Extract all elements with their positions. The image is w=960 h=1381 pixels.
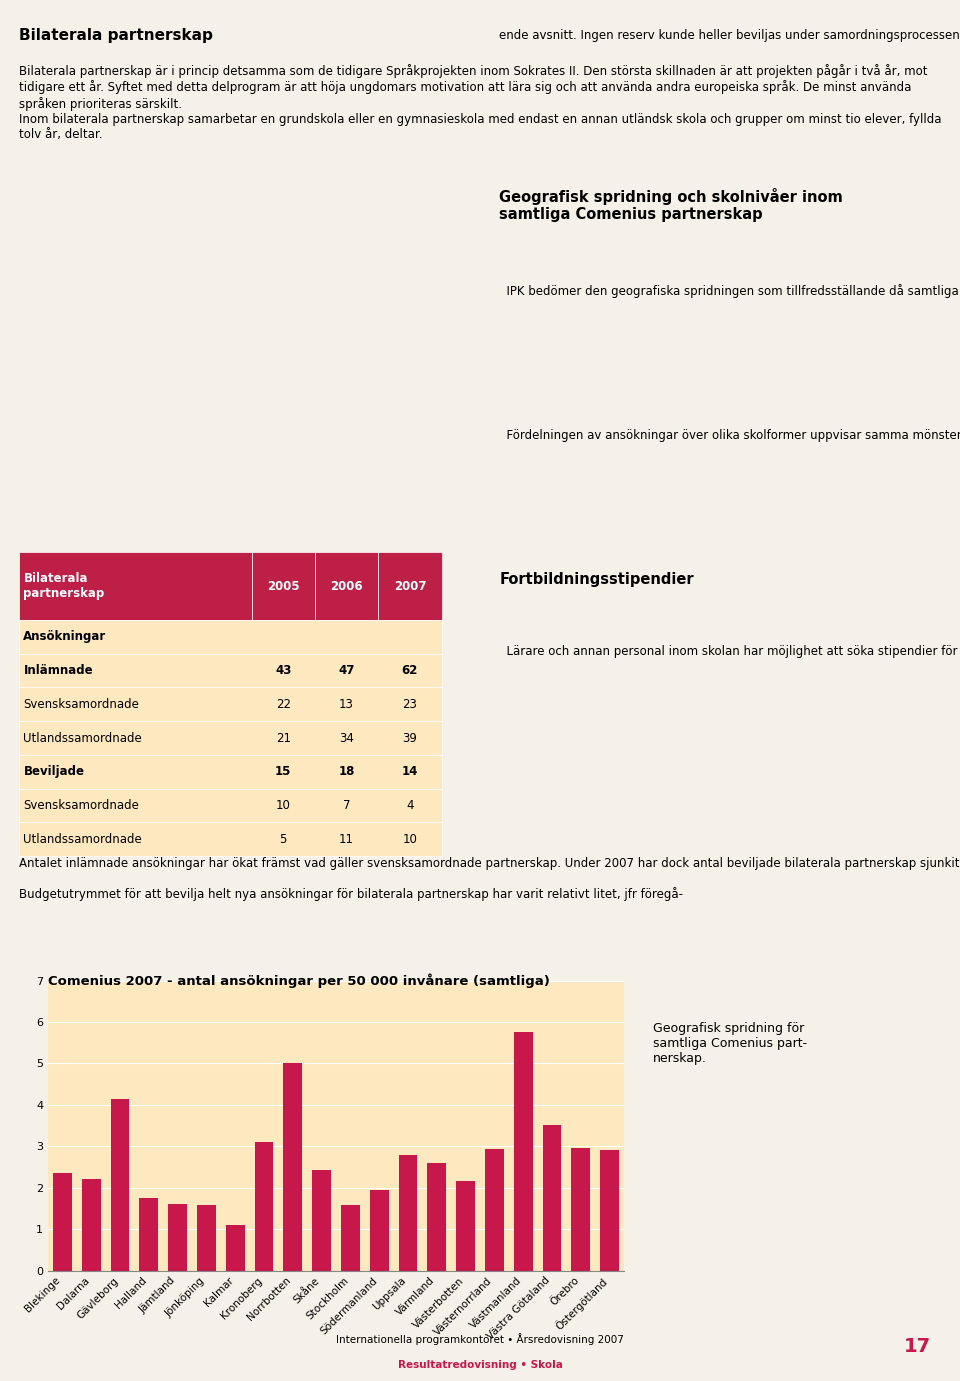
Text: IPK bedömer den geografiska spridningen som tillfredsställande då samtliga län f: IPK bedömer den geografiska spridningen … bbox=[499, 284, 960, 298]
Text: 23: 23 bbox=[402, 697, 418, 711]
Bar bbox=[398, 1155, 418, 1271]
Text: 2007: 2007 bbox=[394, 580, 426, 592]
Text: 17: 17 bbox=[904, 1337, 931, 1356]
FancyBboxPatch shape bbox=[19, 552, 252, 620]
Text: Beviljade: Beviljade bbox=[23, 765, 84, 779]
Text: 47: 47 bbox=[338, 664, 355, 677]
Text: Utlandssamordnade: Utlandssamordnade bbox=[23, 732, 142, 744]
Text: Bilaterala partnerskap: Bilaterala partnerskap bbox=[19, 28, 213, 43]
Bar bbox=[370, 1190, 389, 1271]
FancyBboxPatch shape bbox=[252, 552, 315, 620]
FancyBboxPatch shape bbox=[19, 789, 442, 823]
Bar bbox=[53, 1174, 72, 1271]
Bar bbox=[514, 1033, 533, 1271]
Text: 4: 4 bbox=[406, 800, 414, 812]
Bar bbox=[139, 1199, 158, 1271]
Bar bbox=[485, 1149, 504, 1271]
Text: Lärare och annan personal inom skolan har möjlighet att söka stipendier för delt: Lärare och annan personal inom skolan ha… bbox=[499, 645, 960, 659]
Bar bbox=[197, 1206, 216, 1271]
FancyBboxPatch shape bbox=[19, 653, 442, 688]
Bar bbox=[341, 1206, 360, 1271]
Text: Fördelningen av ansökningar över olika skolformer uppvisar samma mönster som tid: Fördelningen av ansökningar över olika s… bbox=[499, 428, 960, 442]
Text: 10: 10 bbox=[276, 800, 291, 812]
Bar bbox=[542, 1124, 562, 1271]
Text: Bilaterala partnerskap är i princip detsamma som de tidigare Språkprojekten inom: Bilaterala partnerskap är i princip dets… bbox=[19, 65, 942, 141]
Text: Geografisk spridning och skolnivåer inom
samtliga Comenius partnerskap: Geografisk spridning och skolnivåer inom… bbox=[499, 188, 843, 222]
Bar bbox=[456, 1182, 475, 1271]
Text: Ansökningar: Ansökningar bbox=[23, 630, 107, 644]
Text: Inlämnade: Inlämnade bbox=[23, 664, 93, 677]
Text: 5: 5 bbox=[279, 833, 287, 845]
Text: ende avsnitt. Ingen reserv kunde heller beviljas under samordningsprocessen efte: ende avsnitt. Ingen reserv kunde heller … bbox=[499, 28, 960, 41]
FancyBboxPatch shape bbox=[19, 721, 442, 755]
Text: 18: 18 bbox=[338, 765, 355, 779]
Text: 43: 43 bbox=[275, 664, 292, 677]
Text: 39: 39 bbox=[402, 732, 418, 744]
Text: Resultatredovisning • Skola: Resultatredovisning • Skola bbox=[397, 1360, 563, 1370]
Text: Utlandssamordnade: Utlandssamordnade bbox=[23, 833, 142, 845]
Bar bbox=[110, 1099, 130, 1271]
Text: 15: 15 bbox=[275, 765, 292, 779]
Bar bbox=[427, 1163, 446, 1271]
Text: 2005: 2005 bbox=[267, 580, 300, 592]
Text: 2006: 2006 bbox=[330, 580, 363, 592]
FancyBboxPatch shape bbox=[378, 552, 442, 620]
Text: 22: 22 bbox=[276, 697, 291, 711]
Bar bbox=[283, 1063, 302, 1271]
Text: 34: 34 bbox=[339, 732, 354, 744]
Bar bbox=[312, 1170, 331, 1271]
Bar bbox=[226, 1225, 245, 1271]
Text: 62: 62 bbox=[401, 664, 419, 677]
Text: Svensksamordnade: Svensksamordnade bbox=[23, 697, 139, 711]
Text: Svensksamordnade: Svensksamordnade bbox=[23, 800, 139, 812]
FancyBboxPatch shape bbox=[19, 620, 442, 653]
Text: Geografisk spridning för
samtliga Comenius part-
nerskap.: Geografisk spridning för samtliga Comeni… bbox=[653, 1022, 807, 1065]
Text: Internationella programkontoret • Årsredovisning 2007: Internationella programkontoret • Årsred… bbox=[336, 1333, 624, 1345]
Text: 7: 7 bbox=[343, 800, 350, 812]
Bar bbox=[600, 1150, 619, 1271]
Bar bbox=[254, 1142, 274, 1271]
FancyBboxPatch shape bbox=[19, 688, 442, 721]
Bar bbox=[82, 1179, 101, 1271]
Bar bbox=[168, 1204, 187, 1271]
Text: 10: 10 bbox=[402, 833, 418, 845]
Bar bbox=[571, 1149, 590, 1271]
Text: 13: 13 bbox=[339, 697, 354, 711]
Text: 11: 11 bbox=[339, 833, 354, 845]
Text: Comenius 2007 - antal ansökningar per 50 000 invånare (samtliga): Comenius 2007 - antal ansökningar per 50… bbox=[48, 974, 550, 989]
Text: Fortbildningsstipendier: Fortbildningsstipendier bbox=[499, 572, 694, 587]
FancyBboxPatch shape bbox=[315, 552, 378, 620]
Text: 14: 14 bbox=[401, 765, 419, 779]
Text: Bilaterala
partnerskap: Bilaterala partnerskap bbox=[23, 572, 105, 601]
Text: Antalet inlämnade ansökningar har ökat främst vad gäller svensksamordnade partne: Antalet inlämnade ansökningar har ökat f… bbox=[19, 856, 960, 902]
FancyBboxPatch shape bbox=[19, 755, 442, 789]
Text: 21: 21 bbox=[276, 732, 291, 744]
FancyBboxPatch shape bbox=[19, 823, 442, 856]
